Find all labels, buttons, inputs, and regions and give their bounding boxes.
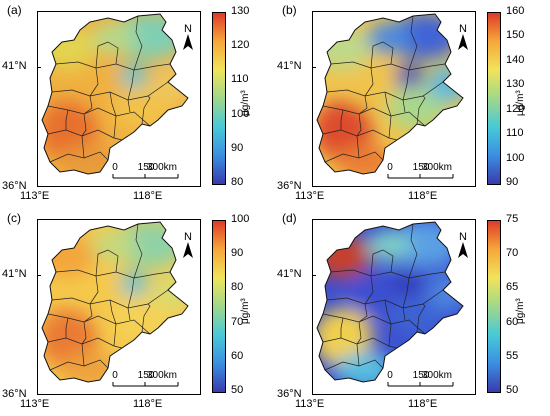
scalebar-label: 300km: [147, 162, 177, 173]
north-arrow-icon: [183, 242, 193, 258]
axis-tick-label: 41°N: [2, 60, 27, 72]
map-frame: N 0 150 300km: [37, 219, 201, 395]
colorbar-tick-label: 100: [231, 213, 250, 225]
colorbar-tick-label: 75: [506, 213, 519, 225]
colorbar-tick-label: 80: [231, 281, 244, 294]
colorbar: [212, 220, 226, 393]
north-label: N: [459, 23, 467, 35]
panel-label: (d): [282, 211, 297, 225]
scalebar-label: 150: [138, 162, 155, 173]
colorbar-tick-label: 90: [231, 247, 244, 260]
map-frame: N 0 150 300km: [312, 11, 476, 187]
colorbar-tick-label: 55: [506, 349, 519, 362]
panel-label: (b): [282, 3, 297, 17]
scalebar-label: 0: [112, 162, 118, 173]
panel-a: (a) N 0 150 300km 41°N 36°N 113°E 118°E 130 120 110…: [0, 0, 275, 208]
colorbar-tick-label: 100: [231, 107, 250, 120]
colorbar-tick-label: 70: [231, 315, 244, 328]
axis-tick-mark: [37, 67, 41, 68]
colorbar-tick-label: 130: [506, 78, 525, 91]
colorbar-unit-label: μg/m³: [240, 298, 251, 324]
map-frame: N 0 150 300km: [37, 11, 201, 187]
colorbar-tick-label: 130: [231, 5, 250, 17]
axis-tick-label: 118°E: [133, 190, 163, 202]
colorbar-tick-label: 60: [506, 315, 519, 328]
north-arrow-icon: [458, 242, 468, 258]
colorbar-tick-label: 110: [506, 127, 524, 140]
colorbar-tick-label: 60: [231, 349, 244, 362]
colorbar-tick-label: 90: [506, 176, 519, 188]
panel-label: (a): [7, 3, 22, 17]
axis-tick-label: 41°N: [277, 60, 302, 72]
axis-tick-label: 36°N: [2, 180, 27, 192]
map-frame: N 0 150 300km: [312, 219, 476, 395]
colorbar-tick-label: 50: [506, 384, 519, 396]
north-label: N: [184, 23, 192, 35]
scalebar-label: 150: [138, 370, 155, 381]
axis-tick-label: 118°E: [408, 190, 438, 202]
colorbar-tick-label: 80: [231, 176, 244, 188]
axis-tick-label: 41°N: [2, 268, 27, 280]
axis-tick-label: 118°E: [133, 398, 163, 410]
north-label: N: [459, 231, 467, 243]
axis-tick-mark: [37, 394, 41, 395]
axis-tick-mark: [37, 186, 41, 187]
scalebar-label: 150: [413, 162, 430, 173]
colorbar-tick-label: 70: [506, 247, 519, 260]
axis-tick-mark: [37, 275, 41, 276]
axis-tick-label: 36°N: [277, 180, 302, 192]
axis-tick-label: 36°N: [277, 388, 302, 400]
axis-tick-mark: [312, 67, 316, 68]
colorbar-tick-label: 120: [231, 39, 250, 52]
colorbar: [212, 12, 226, 185]
colorbar-tick-label: 140: [506, 53, 525, 66]
axis-tick-mark: [312, 394, 316, 395]
axis-tick-label: 41°N: [277, 268, 302, 280]
colorbar: [487, 220, 501, 393]
colorbar-tick-label: 110: [231, 73, 249, 86]
panel-c: (c) N 0 150 300km 41°N 36°N 113°E 118°E 100 90 80 70…: [0, 208, 275, 416]
colorbar-tick-label: 65: [506, 281, 519, 294]
axis-tick-mark: [312, 275, 316, 276]
colorbar-unit-label: μg/m³: [240, 90, 251, 116]
north-arrow-icon: [183, 34, 193, 50]
panel-label: (c): [7, 211, 21, 225]
colorbar-tick-label: 90: [231, 141, 244, 154]
north-label: N: [184, 231, 192, 243]
colorbar-unit-label: μg/m³: [515, 90, 526, 116]
panel-d: (d) N 0 150 300km 41°N 36°N 113°E 118°E 75 70 65 60 5…: [275, 208, 550, 416]
scalebar-label: 0: [387, 162, 393, 173]
panel-b: (b) N 0 150 300km 41°N 36°N 113°E 118°E 160 150 140…: [275, 0, 550, 208]
colorbar: [487, 12, 501, 185]
colorbar-unit-label: μg/m³: [515, 298, 526, 324]
axis-tick-label: 113°E: [20, 190, 50, 202]
axis-tick-label: 113°E: [295, 190, 325, 202]
colorbar-tick-label: 100: [506, 151, 525, 164]
axis-tick-label: 113°E: [20, 398, 50, 410]
scalebar-label: 150: [413, 370, 430, 381]
colorbar-tick-label: 50: [231, 384, 244, 396]
colorbar-tick-label: 160: [506, 5, 525, 17]
scalebar-label: 0: [387, 370, 393, 381]
north-arrow-icon: [458, 34, 468, 50]
scalebar-label: 300km: [422, 162, 452, 173]
scalebar-label: 300km: [147, 370, 177, 381]
axis-tick-mark: [312, 186, 316, 187]
colorbar-tick-label: 120: [506, 102, 525, 115]
axis-tick-label: 113°E: [295, 398, 325, 410]
colorbar-tick-label: 150: [506, 29, 525, 42]
axis-tick-label: 118°E: [408, 398, 438, 410]
axis-tick-label: 36°N: [2, 388, 27, 400]
scalebar-label: 0: [112, 370, 118, 381]
scalebar-label: 300km: [422, 370, 452, 381]
